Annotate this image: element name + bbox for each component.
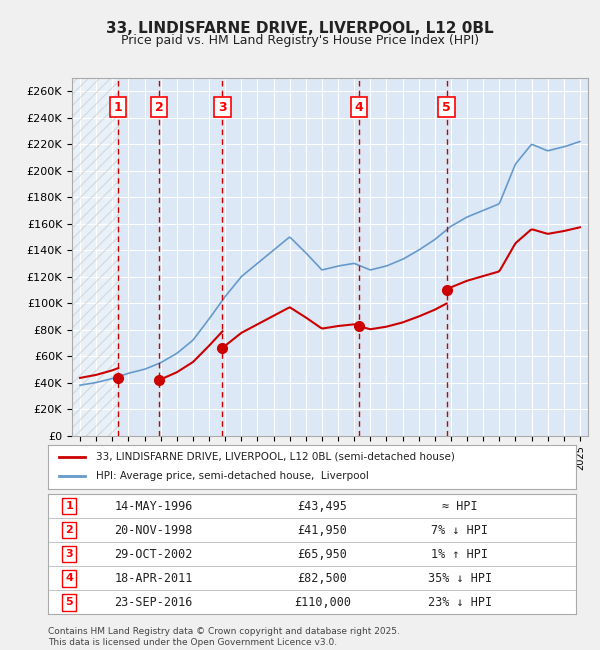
- Text: 14-MAY-1996: 14-MAY-1996: [115, 499, 193, 512]
- Text: 23% ↓ HPI: 23% ↓ HPI: [428, 595, 492, 608]
- Text: Price paid vs. HM Land Registry's House Price Index (HPI): Price paid vs. HM Land Registry's House …: [121, 34, 479, 47]
- Text: £41,950: £41,950: [298, 524, 347, 537]
- Bar: [72, 78, 118, 436]
- Text: 4: 4: [65, 573, 73, 583]
- Text: 23-SEP-2016: 23-SEP-2016: [115, 595, 193, 608]
- Text: 29-OCT-2002: 29-OCT-2002: [115, 547, 193, 560]
- Text: 5: 5: [65, 597, 73, 607]
- Text: 33, LINDISFARNE DRIVE, LIVERPOOL, L12 0BL: 33, LINDISFARNE DRIVE, LIVERPOOL, L12 0B…: [106, 21, 494, 36]
- Text: £82,500: £82,500: [298, 572, 347, 585]
- Text: 20-NOV-1998: 20-NOV-1998: [115, 524, 193, 537]
- Text: Contains HM Land Registry data © Crown copyright and database right 2025.
This d: Contains HM Land Registry data © Crown c…: [48, 627, 400, 647]
- Text: £110,000: £110,000: [294, 595, 351, 608]
- Text: 1: 1: [65, 501, 73, 511]
- Text: £43,495: £43,495: [298, 499, 347, 512]
- Text: 3: 3: [218, 101, 227, 114]
- Text: 4: 4: [355, 101, 364, 114]
- Text: 2: 2: [155, 101, 163, 114]
- Text: ≈ HPI: ≈ HPI: [442, 499, 478, 512]
- Text: 18-APR-2011: 18-APR-2011: [115, 572, 193, 585]
- Text: 35% ↓ HPI: 35% ↓ HPI: [428, 572, 492, 585]
- Text: 5: 5: [442, 101, 451, 114]
- Text: 1% ↑ HPI: 1% ↑ HPI: [431, 547, 488, 560]
- Text: 1: 1: [114, 101, 122, 114]
- Text: 2: 2: [65, 525, 73, 535]
- Text: HPI: Average price, semi-detached house,  Liverpool: HPI: Average price, semi-detached house,…: [95, 471, 368, 482]
- Text: 3: 3: [65, 549, 73, 559]
- Text: 7% ↓ HPI: 7% ↓ HPI: [431, 524, 488, 537]
- Text: £65,950: £65,950: [298, 547, 347, 560]
- Text: 33, LINDISFARNE DRIVE, LIVERPOOL, L12 0BL (semi-detached house): 33, LINDISFARNE DRIVE, LIVERPOOL, L12 0B…: [95, 452, 454, 462]
